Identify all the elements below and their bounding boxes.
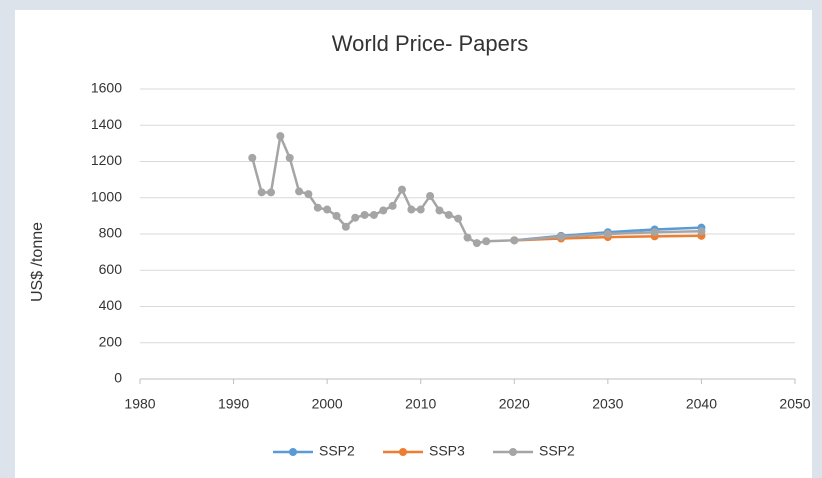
data-point — [650, 228, 659, 237]
data-point — [285, 153, 294, 162]
data-point — [304, 190, 313, 199]
data-point — [341, 222, 350, 231]
data-point — [313, 203, 322, 212]
x-tick-label: 1990 — [218, 396, 249, 412]
y-tick-label: 200 — [99, 333, 123, 349]
x-tick-label: 2040 — [686, 396, 717, 412]
data-point — [482, 237, 491, 246]
data-point — [369, 210, 378, 219]
x-tick-label: 1980 — [124, 396, 155, 412]
chart-title: World Price- Papers — [332, 31, 528, 56]
data-point — [697, 227, 706, 236]
legend-marker — [289, 448, 297, 456]
y-tick-label: 600 — [99, 261, 123, 277]
y-tick-label: 1000 — [91, 188, 122, 204]
data-point — [267, 188, 275, 197]
y-tick-label: 800 — [99, 225, 123, 241]
x-tick-label: 2050 — [779, 396, 810, 412]
data-point — [360, 210, 369, 219]
y-tick-label: 0 — [114, 370, 122, 386]
chart-area — [15, 10, 812, 478]
legend-label: SSP3 — [429, 443, 465, 459]
data-point — [444, 210, 453, 219]
data-point — [463, 233, 472, 242]
data-point — [323, 205, 332, 214]
data-point — [603, 230, 612, 238]
data-point — [426, 191, 435, 200]
data-point — [351, 213, 360, 222]
x-tick-label: 2000 — [312, 396, 343, 412]
legend-label: SSP2 — [539, 443, 575, 459]
data-point — [332, 211, 341, 220]
x-tick-label: 2030 — [592, 396, 623, 412]
data-point — [388, 201, 397, 210]
data-point — [557, 232, 566, 241]
data-point — [454, 214, 463, 223]
y-tick-label: 1600 — [91, 80, 122, 96]
y-tick-label: 400 — [99, 297, 123, 313]
data-point — [416, 205, 425, 214]
data-point — [257, 188, 266, 197]
data-point — [248, 153, 257, 162]
data-point — [510, 236, 519, 245]
data-point — [472, 239, 481, 248]
x-tick-label: 2010 — [405, 396, 436, 412]
data-point — [295, 187, 304, 196]
legend-marker — [509, 448, 517, 456]
legend-label: SSP2 — [319, 443, 355, 459]
data-point — [276, 132, 285, 141]
data-point — [435, 206, 444, 215]
y-tick-label: 1400 — [91, 116, 122, 132]
y-axis-label: US$ /tonne — [29, 222, 46, 302]
x-tick-label: 2020 — [499, 396, 530, 412]
y-tick-label: 1200 — [91, 152, 122, 168]
data-point — [379, 206, 388, 215]
data-point — [407, 205, 416, 214]
data-point — [398, 185, 406, 194]
legend-marker — [399, 448, 407, 456]
